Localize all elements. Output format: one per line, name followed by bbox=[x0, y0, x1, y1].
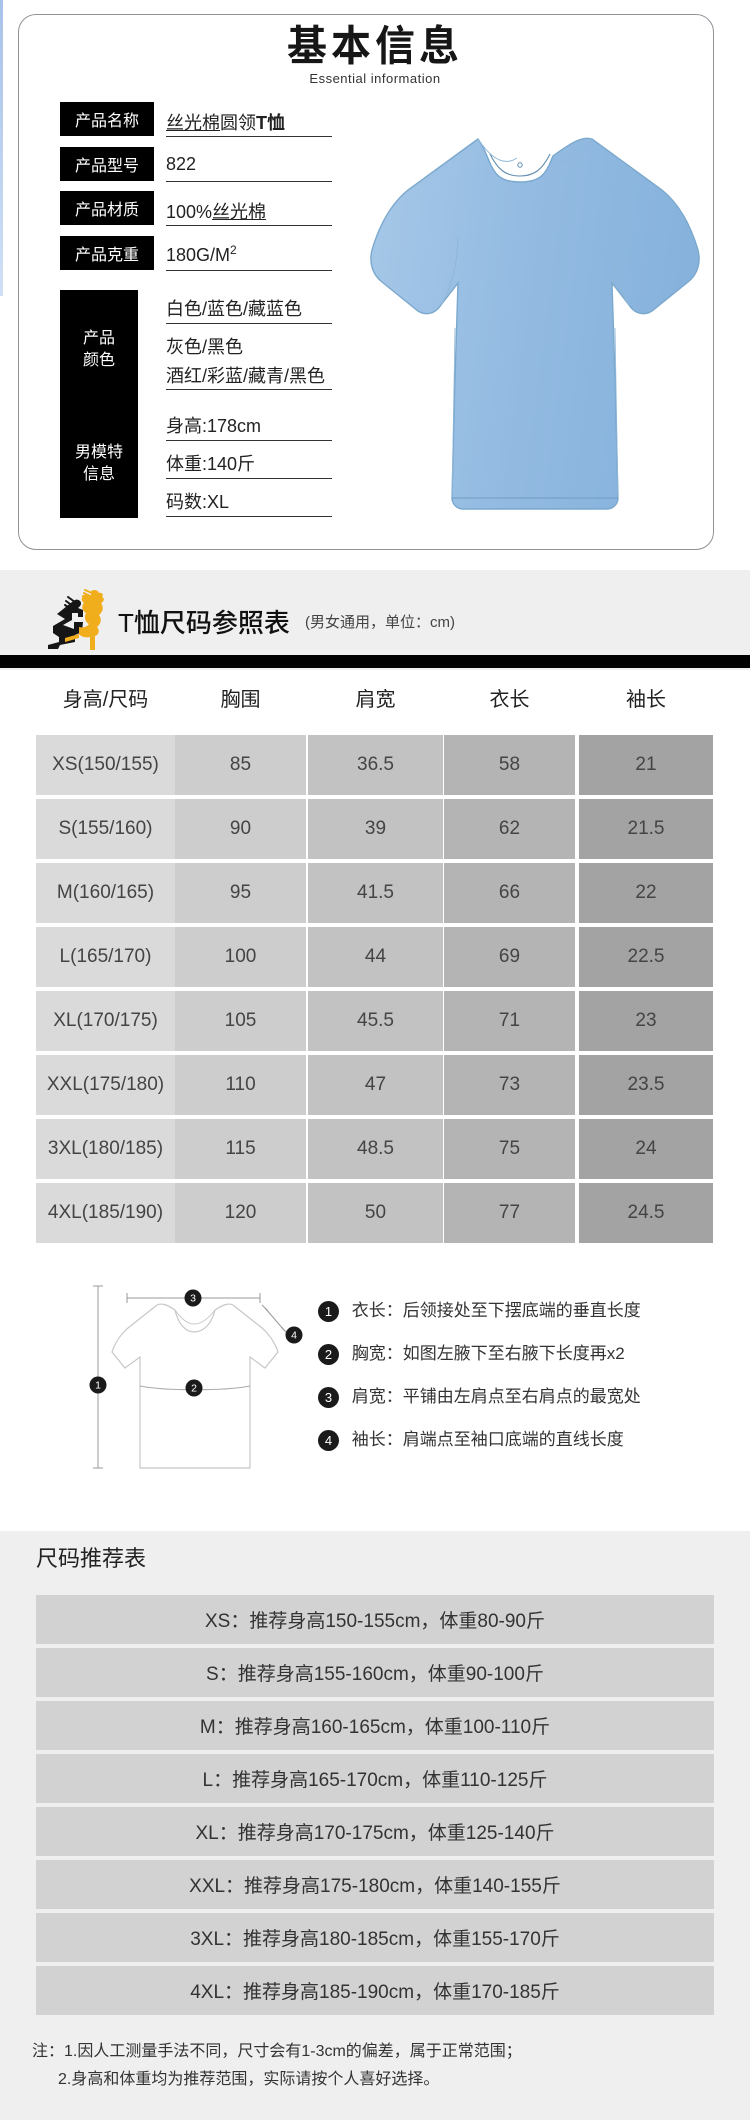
svg-text:2: 2 bbox=[191, 1383, 197, 1395]
svg-text:1: 1 bbox=[95, 1380, 101, 1392]
svg-text:4: 4 bbox=[291, 1330, 297, 1342]
svg-text:3: 3 bbox=[190, 1293, 196, 1305]
